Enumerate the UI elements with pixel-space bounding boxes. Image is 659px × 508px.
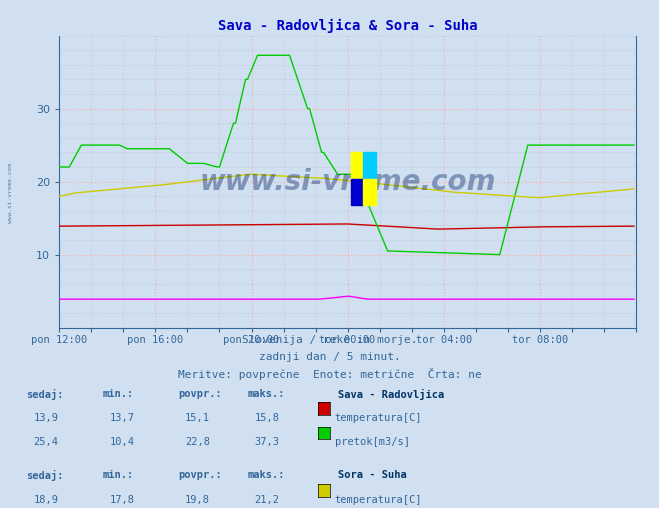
Bar xyxy=(364,152,376,179)
Text: temperatura[C]: temperatura[C] xyxy=(335,413,422,423)
Text: pretok[m3/s]: pretok[m3/s] xyxy=(335,437,410,448)
Title: Sava - Radovljica & Sora - Suha: Sava - Radovljica & Sora - Suha xyxy=(218,19,477,33)
Text: 13,7: 13,7 xyxy=(109,413,134,423)
Bar xyxy=(351,179,364,205)
Text: 17,8: 17,8 xyxy=(109,495,134,505)
Text: povpr.:: povpr.: xyxy=(178,389,221,399)
Text: maks.:: maks.: xyxy=(247,470,285,481)
Text: 21,2: 21,2 xyxy=(254,495,279,505)
Text: Slovenija / reke in morje.: Slovenija / reke in morje. xyxy=(242,335,417,345)
Text: povpr.:: povpr.: xyxy=(178,470,221,481)
Text: 18,9: 18,9 xyxy=(34,495,59,505)
Text: maks.:: maks.: xyxy=(247,389,285,399)
Text: 19,8: 19,8 xyxy=(185,495,210,505)
Text: www.si-vreme.com: www.si-vreme.com xyxy=(200,168,496,196)
Text: Meritve: povprečne  Enote: metrične  Črta: ne: Meritve: povprečne Enote: metrične Črta:… xyxy=(178,368,481,380)
Text: zadnji dan / 5 minut.: zadnji dan / 5 minut. xyxy=(258,352,401,362)
Text: 10,4: 10,4 xyxy=(109,437,134,448)
Text: Sora - Suha: Sora - Suha xyxy=(338,470,407,481)
Text: temperatura[C]: temperatura[C] xyxy=(335,495,422,505)
Text: www.si-vreme.com: www.si-vreme.com xyxy=(8,163,13,223)
Text: min.:: min.: xyxy=(102,389,133,399)
Text: 25,4: 25,4 xyxy=(34,437,59,448)
Text: 15,1: 15,1 xyxy=(185,413,210,423)
Text: min.:: min.: xyxy=(102,470,133,481)
Text: 37,3: 37,3 xyxy=(254,437,279,448)
Text: 13,9: 13,9 xyxy=(34,413,59,423)
Text: 15,8: 15,8 xyxy=(254,413,279,423)
Bar xyxy=(351,152,364,179)
Text: 22,8: 22,8 xyxy=(185,437,210,448)
Text: sedaj:: sedaj: xyxy=(26,389,64,400)
Text: sedaj:: sedaj: xyxy=(26,470,64,482)
Bar xyxy=(364,179,376,205)
Text: Sava - Radovljica: Sava - Radovljica xyxy=(338,389,444,400)
